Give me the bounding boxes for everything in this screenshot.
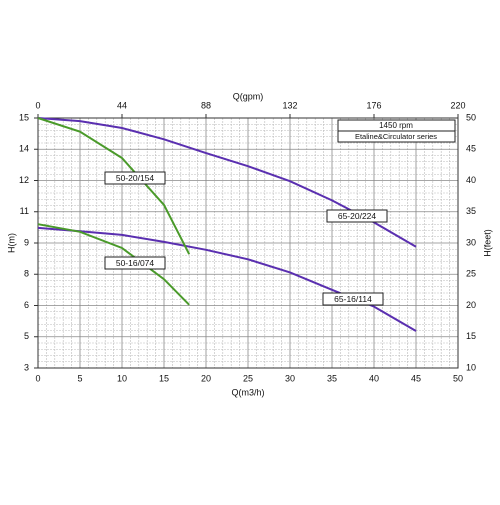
series-label: 65-16/114 <box>334 294 372 304</box>
x-tick-label: 45 <box>411 373 421 383</box>
y2-tick-label: 25 <box>466 269 476 279</box>
x-tick-label: 5 <box>77 373 82 383</box>
plot-frame <box>37 117 459 369</box>
x-axis-label: Q(m3/h) <box>231 387 264 397</box>
y2-tick-label: 15 <box>466 331 476 341</box>
y-tick-label: 6 <box>24 300 29 310</box>
y2-axis-label: H(feet) <box>482 229 492 257</box>
y-tick-label: 12 <box>19 175 29 185</box>
y2-tick-label: 10 <box>466 362 476 372</box>
x-tick-label: 30 <box>285 373 295 383</box>
y2-tick-label: 20 <box>466 300 476 310</box>
series-label-box <box>322 292 384 306</box>
x-tick-label: 20 <box>201 373 211 383</box>
y2-tick-label: 35 <box>466 206 476 216</box>
x2-axis-label: Q(gpm) <box>233 91 264 101</box>
y2-tick-label: 40 <box>466 175 476 185</box>
series-line <box>37 117 191 255</box>
y-tick-label: 11 <box>20 206 29 216</box>
x-tick-label: 35 <box>327 373 337 383</box>
x2-tick-label: 0 <box>35 100 40 110</box>
x-tick-label: 40 <box>369 373 379 383</box>
x2-tick-label: 88 <box>201 100 211 110</box>
x2-tick-label: 132 <box>282 100 297 110</box>
x2-tick-label: 220 <box>450 100 465 110</box>
y2-tick-label: 50 <box>466 112 476 122</box>
series-label-box <box>104 256 166 270</box>
x-tick-label: 0 <box>35 373 40 383</box>
series-label: 65-20/224 <box>338 211 377 221</box>
x-tick-label: 10 <box>117 373 127 383</box>
y2-tick-label: 45 <box>466 144 476 154</box>
y-tick-label: 5 <box>24 331 29 341</box>
y-tick-label: 3 <box>24 362 29 372</box>
series-label-box <box>326 209 388 223</box>
y-tick-label: 14 <box>19 144 29 154</box>
series-label: 50-20/154 <box>116 173 155 183</box>
y-axis-label: H(m) <box>6 233 16 253</box>
y2-tick-label: 30 <box>466 237 476 247</box>
x2-tick-label: 176 <box>366 100 381 110</box>
y-tick-label: 15 <box>19 112 29 122</box>
series-label: 50-16/074 <box>116 258 155 268</box>
x-tick-label: 15 <box>159 373 169 383</box>
annotation: 1450 rpm <box>379 121 413 130</box>
y-tick-label: 8 <box>24 269 29 279</box>
series-label-box <box>104 171 166 185</box>
x-tick-label: 25 <box>243 373 253 383</box>
x2-tick-label: 44 <box>117 100 127 110</box>
y-tick-label: 9 <box>24 237 29 247</box>
series-line <box>37 223 190 306</box>
x-tick-label: 50 <box>453 373 463 383</box>
annotation: Etaline&Circulator series <box>355 132 437 141</box>
